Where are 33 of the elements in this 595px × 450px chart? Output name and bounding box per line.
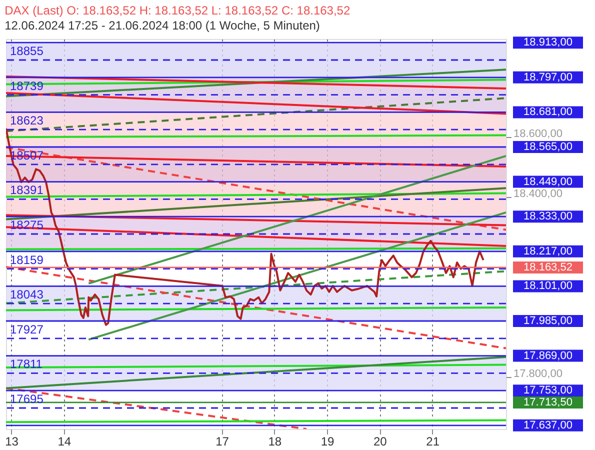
y-tick-label: 18.400,00 (514, 188, 562, 200)
x-tick-label: 17 (216, 434, 230, 448)
chart-subtitle: 12.06.2024 17:25 - 21.06.2024 18:00 (1 Woche, 5 Minuten) (4, 18, 320, 33)
ref-line-label: 18159 (10, 252, 44, 267)
ref-line-label: 18.681,00 (524, 106, 572, 118)
x-tick-label: 19 (320, 434, 335, 448)
line-series (6, 127, 484, 326)
y-tick-label: 18.600,00 (514, 128, 562, 140)
x-tick-label: 20 (374, 434, 388, 448)
ref-line-label: 18.163,52 (524, 261, 572, 274)
ref-line-label: 18043 (10, 288, 44, 302)
y-tick-label: 17.800,00 (514, 368, 562, 380)
ref-line-label: 18.913,00 (524, 36, 572, 49)
ref-line-label: 18391 (10, 183, 44, 198)
ref-line-label: 18.449,00 (524, 176, 572, 188)
x-tick-label: 13 (5, 434, 19, 448)
ref-line-label: 18855 (10, 44, 44, 58)
ref-line-label: 18.101,00 (524, 280, 572, 292)
x-tick-label: 18 (268, 434, 282, 448)
ref-line-label: 17927 (10, 322, 44, 336)
ref-line-label: 17.753,00 (524, 384, 572, 397)
ref-line-label: 17.985,00 (524, 315, 572, 327)
ref-line-label: 18.217,00 (524, 245, 572, 258)
x-tick-label: 21 (426, 434, 440, 448)
ref-line-label: 18.333,00 (524, 210, 572, 223)
ref-line-label: 18.565,00 (524, 141, 572, 153)
ref-line-label: 17.713,50 (524, 396, 572, 408)
ref-line-label: 18623 (10, 114, 44, 128)
ref-line-label: 17.637,00 (524, 419, 572, 432)
ref-line-label: 18.797,00 (524, 71, 572, 84)
x-tick-label: 14 (58, 434, 72, 448)
ref-line-label: 17.869,00 (524, 350, 572, 362)
chart-title: DAX (Last) O: 18.163,52 H: 18.163,52 L: 18.163,52 C: 18.163,52 (4, 4, 350, 18)
